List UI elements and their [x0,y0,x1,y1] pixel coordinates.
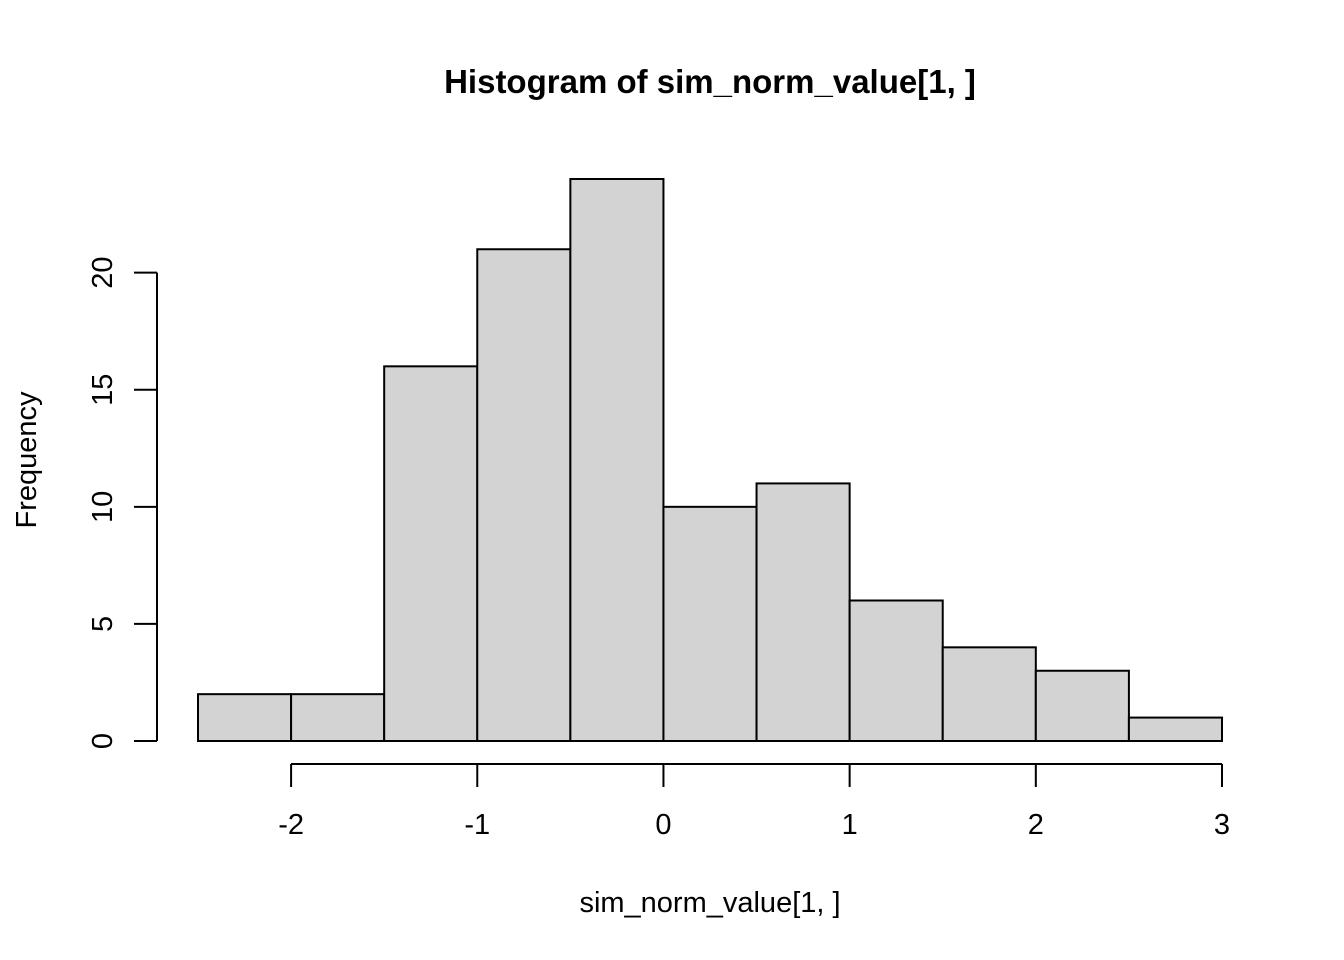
histogram-bar [383,365,479,742]
y-tick-label: 15 [87,374,119,406]
histogram-bar [197,693,293,743]
histogram-bar [1034,669,1130,742]
y-axis: 0 5 10 15 20 [87,257,158,749]
x-tick-label: -2 [278,809,304,841]
bars-group [197,178,1223,743]
y-tick-label: 0 [87,733,119,749]
x-tick-label: 0 [655,809,671,841]
histogram-bar [569,178,665,742]
x-tick-label: 3 [1214,809,1230,841]
x-tick-label: -1 [464,809,490,841]
y-axis-label: Frequency [11,391,43,529]
histogram-bar [941,646,1037,742]
y-tick-label: 20 [87,257,119,289]
chart-title: Histogram of sim_norm_value[1, ] [444,63,976,100]
histogram-bar [1127,716,1223,742]
histogram-bar [476,248,572,742]
y-tick-label: 5 [87,616,119,632]
x-tick-label: 1 [842,809,858,841]
histogram-bar [290,693,386,743]
x-axis-label: sim_norm_value[1, ] [579,887,840,919]
y-tick-label: 10 [87,491,119,523]
x-tick-label: 2 [1028,809,1044,841]
histogram-bar [848,599,944,742]
histogram-bar [662,505,758,743]
x-axis: -2 -1 0 1 2 3 [278,763,1230,841]
histogram-bar [755,482,851,742]
